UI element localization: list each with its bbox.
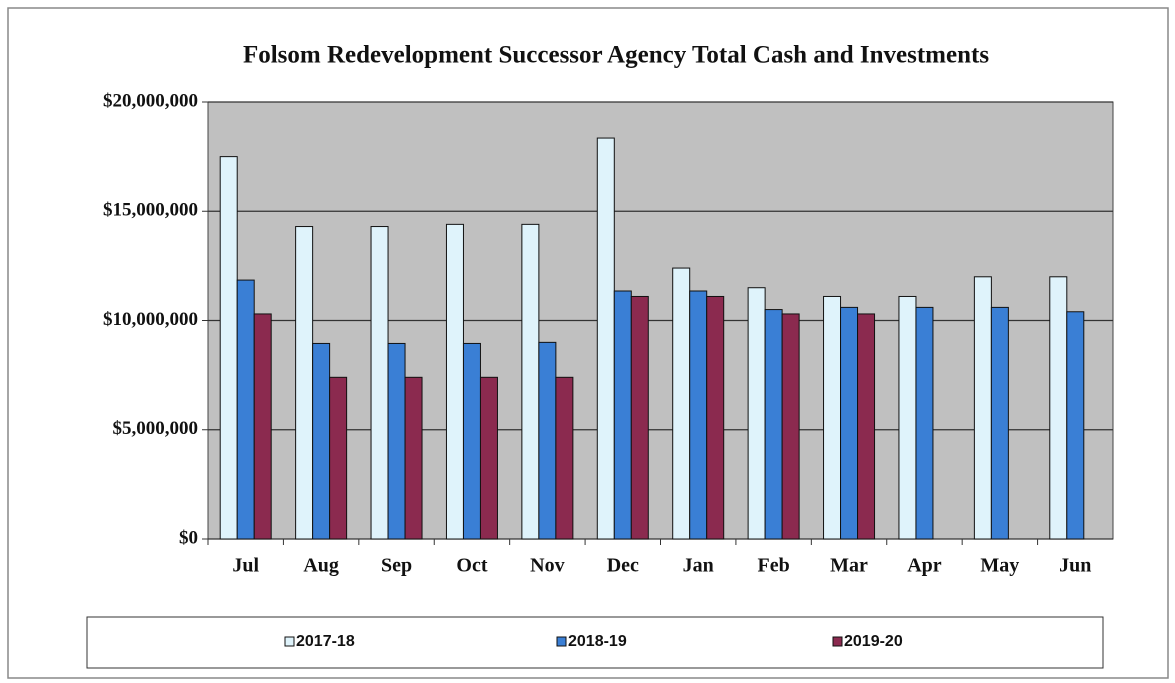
bar xyxy=(823,295,842,540)
bar xyxy=(312,342,331,540)
bar xyxy=(1049,276,1068,540)
chart-title: Folsom Redevelopment Successor Agency To… xyxy=(243,42,989,69)
x-tick-label: Aug xyxy=(303,555,339,577)
x-tick-label: Sep xyxy=(381,555,412,577)
bar xyxy=(462,342,481,540)
y-tick-label: $5,000,000 xyxy=(113,418,199,439)
x-tick-label: Jan xyxy=(683,555,714,577)
bar xyxy=(387,342,406,540)
x-tick-label: Nov xyxy=(530,555,564,577)
x-tick-label: Dec xyxy=(607,555,639,577)
bar xyxy=(329,376,348,540)
bar xyxy=(404,376,423,540)
y-tick-label: $10,000,000 xyxy=(103,309,198,330)
x-tick-label: Jul xyxy=(232,555,259,577)
bar xyxy=(219,156,238,540)
bar xyxy=(521,223,540,540)
bar xyxy=(295,226,314,540)
x-tick-label: May xyxy=(980,555,1019,577)
x-tick-label: Apr xyxy=(907,555,942,577)
bar xyxy=(706,295,725,540)
bar xyxy=(445,223,464,540)
bar xyxy=(1066,311,1085,540)
bar xyxy=(747,287,766,540)
x-tick-label: Oct xyxy=(456,555,487,577)
bar xyxy=(479,376,498,540)
legend-label: 2019-20 xyxy=(844,633,903,650)
legend-swatch xyxy=(832,636,843,647)
bar xyxy=(915,306,934,540)
legend-box xyxy=(86,616,1104,669)
legend-label: 2017-18 xyxy=(296,633,355,650)
y-tick-label: $15,000,000 xyxy=(103,200,198,221)
bar xyxy=(781,313,800,540)
y-tick-label: $0 xyxy=(179,527,198,548)
bar xyxy=(613,290,632,540)
legend-swatch xyxy=(556,636,567,647)
bar xyxy=(538,341,557,540)
bar xyxy=(555,376,574,540)
bar xyxy=(898,295,917,540)
bar xyxy=(672,267,691,540)
x-tick-label: Feb xyxy=(758,555,790,577)
bar xyxy=(370,226,389,540)
x-tick-label: Jun xyxy=(1059,555,1091,577)
bar xyxy=(990,306,1009,540)
legend-swatch xyxy=(284,636,295,647)
bar xyxy=(596,137,615,540)
y-tick-label: $20,000,000 xyxy=(103,90,198,111)
bar xyxy=(253,313,272,540)
legend-label: 2018-19 xyxy=(568,633,627,650)
bar xyxy=(689,290,708,540)
bar xyxy=(973,276,992,540)
bar xyxy=(764,309,783,540)
bar xyxy=(236,279,255,540)
bar xyxy=(840,306,859,540)
bar xyxy=(630,295,649,540)
bar xyxy=(857,313,876,540)
x-tick-label: Mar xyxy=(830,555,868,577)
